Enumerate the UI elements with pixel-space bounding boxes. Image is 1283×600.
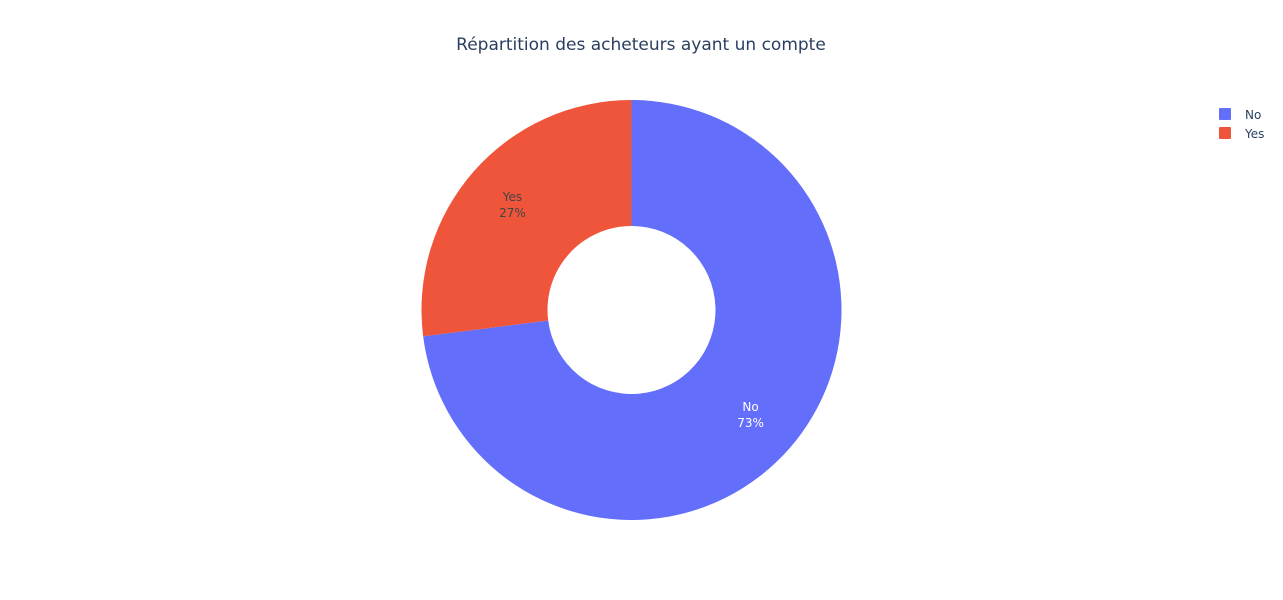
slice-percent-no: 73%: [737, 416, 764, 430]
slice-label-no: No: [742, 400, 758, 414]
legend-item-no[interactable]: No: [1219, 108, 1261, 122]
slice-percent-yes: 27%: [499, 206, 526, 220]
legend[interactable]: No Yes: [1219, 108, 1264, 141]
slice-no[interactable]: [423, 100, 842, 521]
slice-labels-group: No 73% Yes 27%: [499, 190, 764, 430]
slice-label-yes: Yes: [502, 190, 522, 204]
slices-group: [421, 100, 842, 521]
legend-swatch-yes: [1219, 127, 1231, 139]
legend-item-yes[interactable]: Yes: [1219, 127, 1264, 141]
slice-yes[interactable]: [421, 100, 632, 337]
legend-label-no: No: [1245, 108, 1261, 122]
legend-swatch-no: [1219, 108, 1231, 120]
chart-title: Répartition des acheteurs ayant un compt…: [456, 35, 826, 55]
legend-label-yes: Yes: [1244, 127, 1264, 141]
